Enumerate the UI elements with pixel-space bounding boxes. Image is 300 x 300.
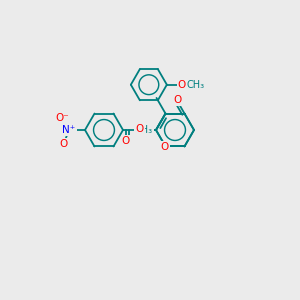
Text: CH₃: CH₃: [135, 125, 153, 135]
Text: O: O: [174, 95, 182, 105]
Text: CH₃: CH₃: [187, 80, 205, 90]
Text: O⁻: O⁻: [55, 113, 69, 123]
Text: O: O: [122, 136, 130, 146]
Text: O: O: [160, 142, 169, 152]
Text: O: O: [178, 80, 186, 90]
Text: O: O: [136, 124, 144, 134]
Text: O: O: [60, 139, 68, 149]
Text: N⁺: N⁺: [62, 125, 76, 135]
